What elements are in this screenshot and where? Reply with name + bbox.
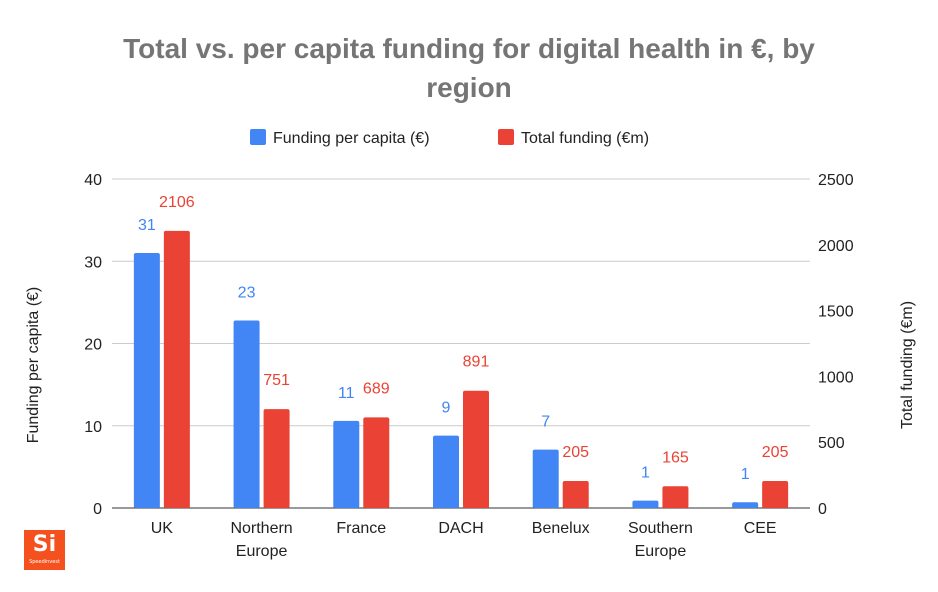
chart-title: region — [426, 72, 512, 103]
bar-per-capita — [732, 502, 759, 508]
logo-name: Speedinvest — [29, 559, 60, 565]
logo-mark: Si — [32, 532, 57, 557]
y-tick-left: 10 — [84, 419, 102, 436]
legend-label-0: Funding per capita (€) — [273, 130, 430, 147]
y-axis-title-left: Funding per capita (€) — [25, 287, 42, 444]
data-label-total: 205 — [762, 444, 789, 461]
bar-total — [463, 390, 489, 508]
y-tick-left: 30 — [84, 254, 102, 271]
x-tick-label: DACH — [438, 520, 483, 537]
x-tick-label: Europe — [635, 543, 687, 560]
bar-total — [263, 409, 290, 508]
x-tick-label: CEE — [744, 520, 777, 537]
y-tick-left: 20 — [84, 337, 102, 354]
data-label-total: 2106 — [159, 194, 195, 211]
legend-swatch-0 — [250, 129, 266, 145]
y-tick-right: 0 — [818, 501, 827, 518]
y-tick-right: 2500 — [818, 172, 854, 189]
speedinvest-logo: Si Speedinvest — [24, 530, 65, 570]
legend-swatch-1 — [498, 129, 514, 145]
bar-per-capita — [133, 253, 160, 508]
legend-label-1: Total funding (€m) — [521, 130, 649, 147]
data-label-per-capita: 1 — [741, 466, 750, 483]
bar-total — [762, 481, 789, 508]
data-label-total: 891 — [463, 354, 490, 371]
x-tick-label: Europe — [236, 543, 288, 560]
bar-per-capita — [233, 320, 260, 508]
chart-title: Total vs. per capita funding for digital… — [123, 33, 815, 64]
y-tick-left: 40 — [84, 172, 102, 189]
y-axis-title-right: Total funding (€m) — [899, 301, 916, 429]
data-label-per-capita: 23 — [238, 284, 256, 301]
x-tick-label: UK — [151, 520, 174, 537]
data-label-total: 689 — [363, 380, 390, 397]
y-tick-right: 1000 — [818, 369, 854, 386]
x-tick-label: France — [336, 520, 386, 537]
data-label-total: 205 — [562, 444, 589, 461]
data-label-per-capita: 11 — [338, 385, 355, 402]
bar-total — [662, 486, 689, 508]
y-tick-right: 2000 — [818, 238, 854, 255]
data-label-per-capita: 31 — [138, 217, 156, 234]
y-tick-right: 1500 — [818, 304, 854, 321]
bar-per-capita — [532, 449, 559, 508]
x-tick-label: Benelux — [532, 520, 590, 537]
bar-total — [363, 417, 390, 508]
data-label-per-capita: 7 — [541, 414, 550, 431]
x-tick-label: Northern — [230, 520, 292, 537]
x-tick-label: Southern — [628, 520, 693, 537]
bar-total — [163, 230, 190, 508]
bar-total — [562, 481, 589, 508]
y-tick-left: 0 — [93, 501, 102, 518]
bar-per-capita — [433, 435, 459, 508]
bar-per-capita — [333, 420, 360, 508]
data-label-total: 165 — [662, 449, 689, 466]
bar-per-capita — [632, 500, 659, 508]
data-label-per-capita: 1 — [641, 465, 650, 482]
data-label-per-capita: 9 — [442, 400, 451, 417]
y-tick-right: 500 — [818, 435, 845, 452]
data-label-total: 751 — [263, 372, 290, 389]
